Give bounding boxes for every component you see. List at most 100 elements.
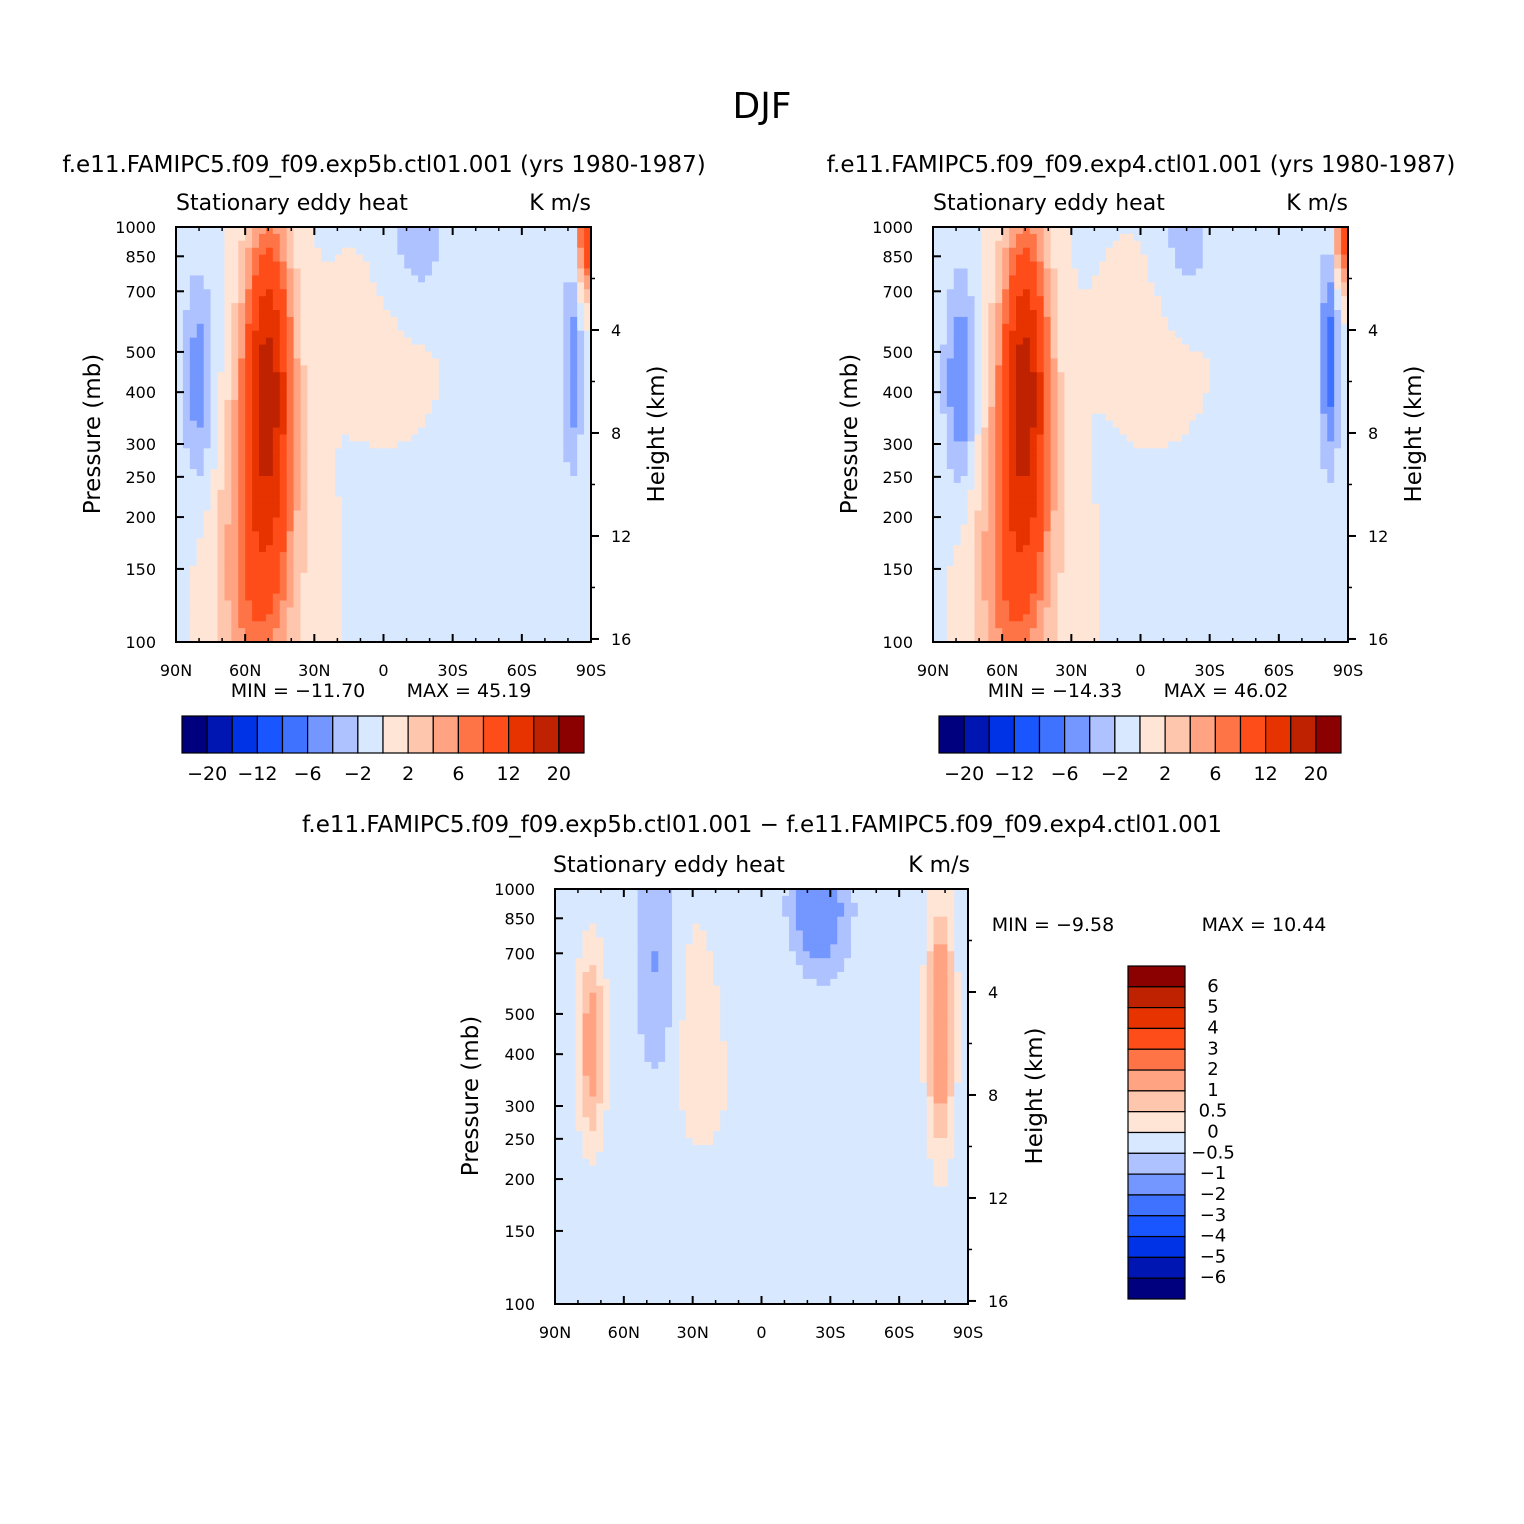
contour-cell — [286, 275, 295, 283]
contour-cell — [549, 261, 558, 270]
contour-cell — [995, 282, 1003, 290]
contour-cell — [328, 607, 336, 615]
contour-cell — [438, 379, 447, 387]
contour-cell — [245, 496, 253, 505]
contour-cell — [473, 565, 481, 574]
contour-cell — [1292, 261, 1301, 270]
contour-cell — [252, 635, 260, 642]
contour-cell — [342, 358, 350, 366]
contour-cell — [286, 393, 295, 401]
contour-cell — [1237, 261, 1245, 270]
contour-cell — [445, 559, 454, 567]
contour-cell — [397, 261, 405, 270]
contour-cell — [376, 303, 385, 311]
contour-cell — [196, 559, 205, 567]
contour-cell — [425, 316, 433, 325]
contour-cell — [1258, 344, 1266, 353]
contour-cell — [328, 358, 336, 366]
contour-cell — [328, 579, 336, 588]
contour-cell — [355, 469, 364, 477]
contour-cell — [238, 393, 246, 401]
contour-cell — [1202, 240, 1211, 249]
contour-cell — [570, 621, 578, 629]
contour-cell — [1285, 268, 1294, 277]
contour-cell — [369, 579, 378, 588]
contour-cell — [224, 275, 232, 283]
contour-cell — [939, 337, 948, 346]
contour-cell — [231, 240, 239, 249]
contour-cell — [528, 489, 537, 498]
contour-cell — [988, 316, 996, 325]
contour-cell — [231, 358, 239, 366]
contour-cell — [508, 462, 516, 470]
contour-cell — [445, 261, 454, 270]
contour-cell — [307, 227, 315, 235]
contour-cell — [1147, 344, 1155, 353]
contour-cell — [577, 323, 585, 332]
contour-cell — [279, 614, 288, 622]
contour-cell — [1341, 261, 1348, 270]
contour-cell — [1078, 351, 1086, 360]
contour-cell — [383, 517, 392, 526]
contour-cell — [501, 268, 509, 277]
contour-cell — [217, 559, 226, 567]
contour-cell — [1112, 227, 1121, 235]
contour-cell — [265, 420, 274, 429]
contour-cell — [238, 496, 246, 505]
contour-cell — [404, 344, 412, 353]
contour-cell — [1016, 254, 1024, 263]
contour-cell — [445, 254, 454, 263]
contour-cell — [307, 330, 315, 339]
contour-cell — [411, 254, 419, 263]
contour-cell — [577, 621, 585, 629]
contour-cell — [210, 365, 219, 373]
contour-cell — [431, 413, 440, 422]
contour-cell — [210, 240, 219, 249]
contour-cell — [452, 434, 461, 443]
contour-cell — [452, 503, 461, 512]
contour-cell — [452, 469, 461, 477]
contour-cell — [1271, 233, 1280, 242]
contour-cell — [411, 227, 419, 235]
contour-cell — [397, 469, 405, 477]
contour-cell — [252, 323, 260, 332]
contour-cell — [1105, 240, 1114, 249]
contour-cell — [1334, 233, 1342, 242]
contour-cell — [480, 503, 488, 512]
contour-cell — [355, 289, 364, 297]
contour-cell — [1244, 330, 1252, 339]
contour-cell — [238, 579, 246, 588]
contour-cell — [1105, 289, 1114, 297]
contour-cell — [438, 524, 447, 532]
contour-cell — [1140, 282, 1149, 290]
contour-cell — [1292, 296, 1301, 304]
contour-cell — [279, 559, 288, 567]
contour-cell — [501, 462, 509, 470]
contour-cell — [535, 628, 544, 636]
contour-cell — [231, 600, 239, 609]
contour-cell — [445, 572, 454, 581]
contour-cell — [259, 635, 267, 642]
contour-cell — [1140, 289, 1149, 297]
contour-cell — [369, 427, 378, 436]
contour-cell — [1285, 303, 1294, 311]
contour-cell — [1175, 240, 1183, 249]
contour-cell — [245, 227, 253, 235]
contour-cell — [286, 593, 295, 602]
contour-cell — [272, 393, 281, 401]
contour-cell — [563, 261, 571, 270]
contour-cell — [348, 476, 357, 484]
contour-cell — [1009, 227, 1017, 235]
contour-cell — [404, 303, 412, 311]
contour-cell — [953, 358, 962, 366]
contour-cell — [1237, 268, 1245, 277]
contour-cell — [342, 330, 350, 339]
contour-cell — [259, 510, 267, 519]
contour-cell — [265, 372, 274, 380]
contour-cell — [933, 310, 941, 318]
contour-cell — [210, 434, 219, 443]
contour-cell — [189, 310, 198, 318]
contour-cell — [418, 635, 426, 642]
contour-cell — [1099, 240, 1107, 249]
contour-cell — [397, 614, 405, 622]
